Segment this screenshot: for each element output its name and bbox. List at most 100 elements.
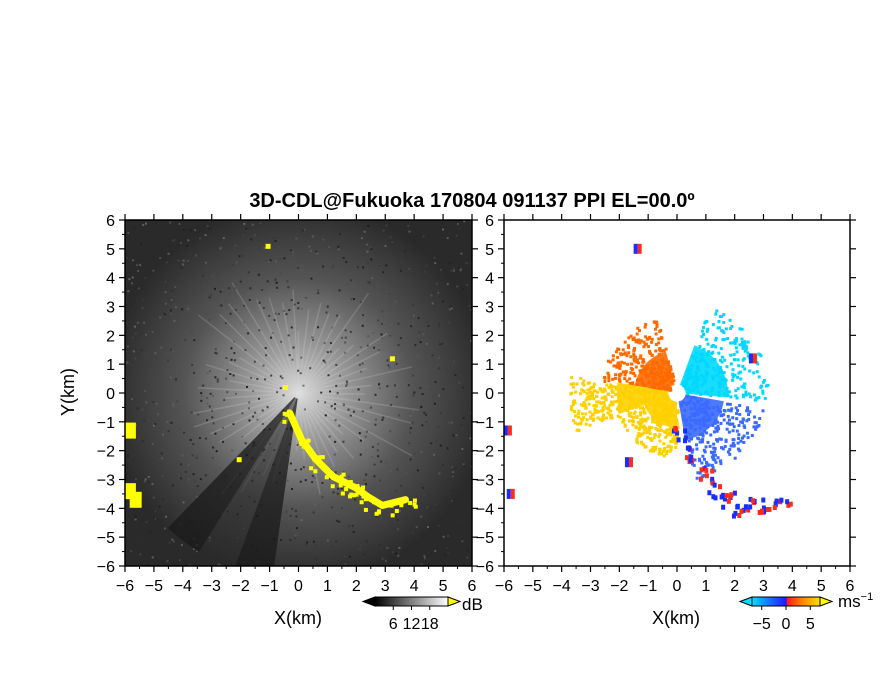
- noise-pixel: [250, 377, 253, 380]
- velocity-pixel: [636, 338, 640, 342]
- velocity-pixel: [710, 344, 714, 348]
- velocity-pixel: [616, 355, 620, 359]
- velocity-pixel: [614, 393, 618, 397]
- velocity-pixel: [573, 421, 577, 425]
- noise-pixel: [447, 552, 450, 555]
- velocity-pixel: [656, 423, 660, 427]
- velocity-pixel: [676, 425, 680, 429]
- speck-blue: [504, 425, 508, 436]
- noise-pixel: [302, 466, 305, 469]
- velocity-pixel: [606, 371, 610, 375]
- noise-pixel: [169, 376, 172, 379]
- noise-pixel: [393, 384, 396, 387]
- velocity-pixel: [752, 425, 756, 429]
- noise-pixel: [374, 393, 377, 396]
- velocity-pixel: [698, 359, 702, 363]
- noise-pixel: [258, 329, 261, 332]
- velocity-pixel: [736, 408, 740, 412]
- noise-pixel: [431, 302, 434, 305]
- noise-pixel: [454, 512, 457, 515]
- noise-pixel: [470, 262, 472, 265]
- velocity-pixel: [641, 425, 645, 429]
- noise-pixel: [413, 452, 416, 455]
- noise-pixel: [145, 521, 148, 524]
- velocity-pixel: [714, 460, 718, 464]
- noise-pixel: [468, 304, 471, 307]
- velocity-pixel: [684, 420, 688, 424]
- velocity-pixel: [742, 434, 746, 438]
- noise-pixel: [432, 453, 435, 456]
- radial-streak: [297, 302, 322, 394]
- noise-pixel: [434, 262, 437, 265]
- noise-pixel: [396, 519, 399, 522]
- velocity-pixel: [755, 370, 759, 374]
- velocity-pixel: [592, 385, 596, 389]
- velocity-pixel: [635, 332, 639, 336]
- velocity-pixel: [634, 365, 638, 369]
- velocity-pixel: [711, 423, 715, 427]
- velocity-pixel: [643, 399, 647, 403]
- velocity-pixel: [617, 365, 621, 369]
- y-tick-label: −6: [476, 559, 494, 576]
- noise-pixel: [145, 333, 148, 336]
- noise-pixel: [449, 287, 452, 290]
- velocity-pixel: [644, 335, 648, 339]
- noise-pixel: [332, 491, 335, 494]
- yellow-pixel: [330, 484, 335, 489]
- noise-pixel: [159, 316, 162, 319]
- velocity-pixel: [630, 406, 634, 410]
- velocity-pixel: [626, 428, 630, 432]
- noise-pixel: [143, 480, 146, 483]
- velocity-pixel: [731, 416, 735, 420]
- noise-pixel: [275, 281, 278, 284]
- noise-pixel: [140, 264, 143, 267]
- noise-pixel: [403, 250, 406, 253]
- noise-pixel: [297, 307, 300, 310]
- velocity-pixel: [745, 431, 749, 435]
- noise-pixel: [340, 336, 343, 339]
- noise-pixel: [162, 498, 165, 501]
- velocity-pixel: [667, 414, 671, 418]
- noise-pixel: [192, 443, 195, 446]
- velocity-pixel: [640, 406, 644, 410]
- velocity-pixel: [652, 420, 656, 424]
- velocity-pixel: [579, 376, 583, 380]
- noise-pixel: [287, 286, 290, 289]
- noise-pixel: [423, 557, 426, 560]
- noise-pixel: [309, 367, 312, 370]
- velocity-pixel: [683, 409, 687, 413]
- velocity-pixel: [576, 412, 580, 416]
- velocity-pixel: [573, 401, 577, 405]
- velocity-pixel: [690, 364, 694, 368]
- noise-pixel: [367, 225, 370, 228]
- noise-pixel: [362, 313, 365, 316]
- noise-pixel: [342, 403, 345, 406]
- velocity-pixel: [694, 375, 698, 379]
- noise-pixel: [141, 307, 144, 310]
- velocity-pixel: [642, 388, 646, 392]
- velocity-pixel: [623, 377, 627, 381]
- noise-pixel: [309, 275, 312, 278]
- radial-streak: [219, 313, 300, 394]
- noise-pixel: [221, 244, 224, 247]
- noise-pixel: [264, 347, 267, 350]
- noise-pixel: [225, 377, 228, 380]
- noise-pixel: [301, 229, 304, 232]
- velocity-pixel: [702, 448, 706, 452]
- noise-pixel: [177, 498, 180, 501]
- velocity-pixel: [644, 322, 648, 326]
- y-tick-label: 3: [106, 300, 115, 317]
- noise-pixel: [162, 223, 165, 226]
- velocity-pixel: [575, 382, 579, 386]
- velocity-pixel: [730, 325, 734, 329]
- colorbar-low-arrow: [738, 596, 753, 607]
- velocity-pixel: [609, 413, 613, 417]
- noise-pixel: [410, 468, 413, 471]
- yellow-pixel: [363, 507, 368, 512]
- noise-pixel: [177, 443, 180, 446]
- velocity-pixel: [654, 445, 658, 449]
- velocity-pixel: [661, 449, 665, 453]
- velocity-pixel: [642, 418, 646, 422]
- left-field: [125, 220, 472, 566]
- noise-pixel: [177, 259, 180, 262]
